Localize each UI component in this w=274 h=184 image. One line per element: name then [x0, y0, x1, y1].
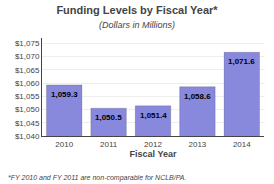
svg-text:1,058.6: 1,058.6	[184, 92, 211, 101]
svg-text:*FY 2010 and FY 2011 are non-c: *FY 2010 and FY 2011 are non-comparable …	[8, 174, 187, 182]
svg-text:$1,060: $1,060	[15, 79, 40, 88]
svg-text:1,050.5: 1,050.5	[95, 113, 122, 122]
svg-text:2011: 2011	[100, 140, 118, 149]
svg-text:1,059.3: 1,059.3	[51, 90, 78, 99]
svg-text:$1,075: $1,075	[15, 39, 40, 48]
svg-text:2014: 2014	[233, 140, 251, 149]
svg-text:1,051.4: 1,051.4	[140, 111, 167, 120]
svg-text:$1,040: $1,040	[15, 132, 40, 141]
svg-text:$1,055: $1,055	[15, 92, 40, 101]
svg-text:$1,045: $1,045	[15, 119, 40, 128]
svg-text:1,071.6: 1,071.6	[228, 57, 255, 66]
svg-text:2013: 2013	[189, 140, 207, 149]
svg-text:$1,065: $1,065	[15, 66, 40, 75]
svg-text:2010: 2010	[55, 140, 73, 149]
svg-text:$1,050: $1,050	[15, 105, 40, 114]
svg-text:$1,070: $1,070	[15, 52, 40, 61]
svg-text:Funding Levels by Fiscal Year*: Funding Levels by Fiscal Year*(Dollars i…	[56, 4, 218, 30]
svg-text:2012: 2012	[144, 140, 162, 149]
svg-text:Fiscal Year: Fiscal Year	[130, 149, 177, 159]
